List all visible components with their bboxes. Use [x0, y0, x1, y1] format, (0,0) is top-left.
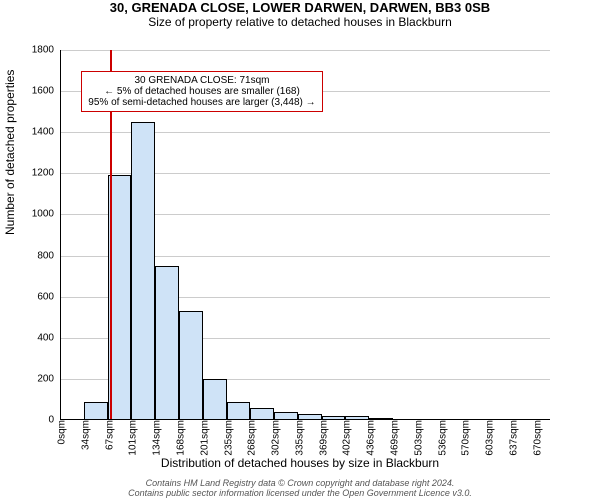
- x-tick-label: 201sqm: [195, 420, 210, 456]
- page-title: 30, GRENADA CLOSE, LOWER DARWEN, DARWEN,…: [0, 0, 600, 15]
- footer-line-1: Contains HM Land Registry data © Crown c…: [0, 478, 600, 488]
- y-tick-label: 600: [37, 291, 60, 302]
- histogram-bar: [84, 402, 108, 421]
- x-tick-label: 570sqm: [457, 420, 472, 456]
- histogram-bar: [155, 266, 179, 420]
- y-tick-label: 1000: [32, 209, 60, 220]
- x-axis-label: Distribution of detached houses by size …: [0, 456, 600, 470]
- y-tick-label: 800: [37, 250, 60, 261]
- x-tick-label: 670sqm: [528, 420, 543, 456]
- x-tick-label: 302sqm: [267, 420, 282, 456]
- x-tick-label: 0sqm: [53, 420, 68, 444]
- y-tick-label: 200: [37, 373, 60, 384]
- annotation-box: 30 GRENADA CLOSE: 71sqm← 5% of detached …: [81, 71, 322, 112]
- x-tick-label: 369sqm: [314, 420, 329, 456]
- histogram-bar: [131, 122, 155, 420]
- annotation-line: ← 5% of detached houses are smaller (168…: [88, 86, 315, 97]
- y-tick-label: 1800: [32, 45, 60, 56]
- x-tick-label: 436sqm: [362, 420, 377, 456]
- x-tick-label: 469sqm: [386, 420, 401, 456]
- y-axis-line: [60, 50, 61, 420]
- x-tick-label: 168sqm: [171, 420, 186, 456]
- gridline: [60, 50, 550, 51]
- x-tick-label: 67sqm: [100, 420, 115, 450]
- x-tick-label: 536sqm: [433, 420, 448, 456]
- footer-attribution: Contains HM Land Registry data © Crown c…: [0, 478, 600, 498]
- plot-area: 0200400600800100012001400160018000sqm34s…: [60, 50, 550, 420]
- x-tick-label: 402sqm: [338, 420, 353, 456]
- histogram-bar: [227, 402, 251, 421]
- histogram-bar: [203, 379, 227, 420]
- y-tick-label: 1400: [32, 127, 60, 138]
- annotation-line: 95% of semi-detached houses are larger (…: [88, 97, 315, 108]
- x-tick-label: 335sqm: [290, 420, 305, 456]
- x-tick-label: 34sqm: [76, 420, 91, 450]
- histogram-bar: [179, 311, 203, 420]
- x-tick-label: 101sqm: [124, 420, 139, 456]
- x-tick-label: 503sqm: [409, 420, 424, 456]
- y-tick-label: 1600: [32, 86, 60, 97]
- x-tick-label: 235sqm: [219, 420, 234, 456]
- x-tick-label: 603sqm: [481, 420, 496, 456]
- histogram-chart: 0200400600800100012001400160018000sqm34s…: [60, 50, 550, 420]
- y-tick-label: 1200: [32, 168, 60, 179]
- y-tick-label: 400: [37, 332, 60, 343]
- y-axis-label: Number of detached properties: [3, 70, 17, 235]
- x-tick-label: 134sqm: [148, 420, 163, 456]
- x-tick-label: 637sqm: [505, 420, 520, 456]
- annotation-line: 30 GRENADA CLOSE: 71sqm: [88, 75, 315, 86]
- page-subtitle: Size of property relative to detached ho…: [0, 15, 600, 29]
- footer-line-2: Contains public sector information licen…: [0, 488, 600, 498]
- x-tick-label: 268sqm: [243, 420, 258, 456]
